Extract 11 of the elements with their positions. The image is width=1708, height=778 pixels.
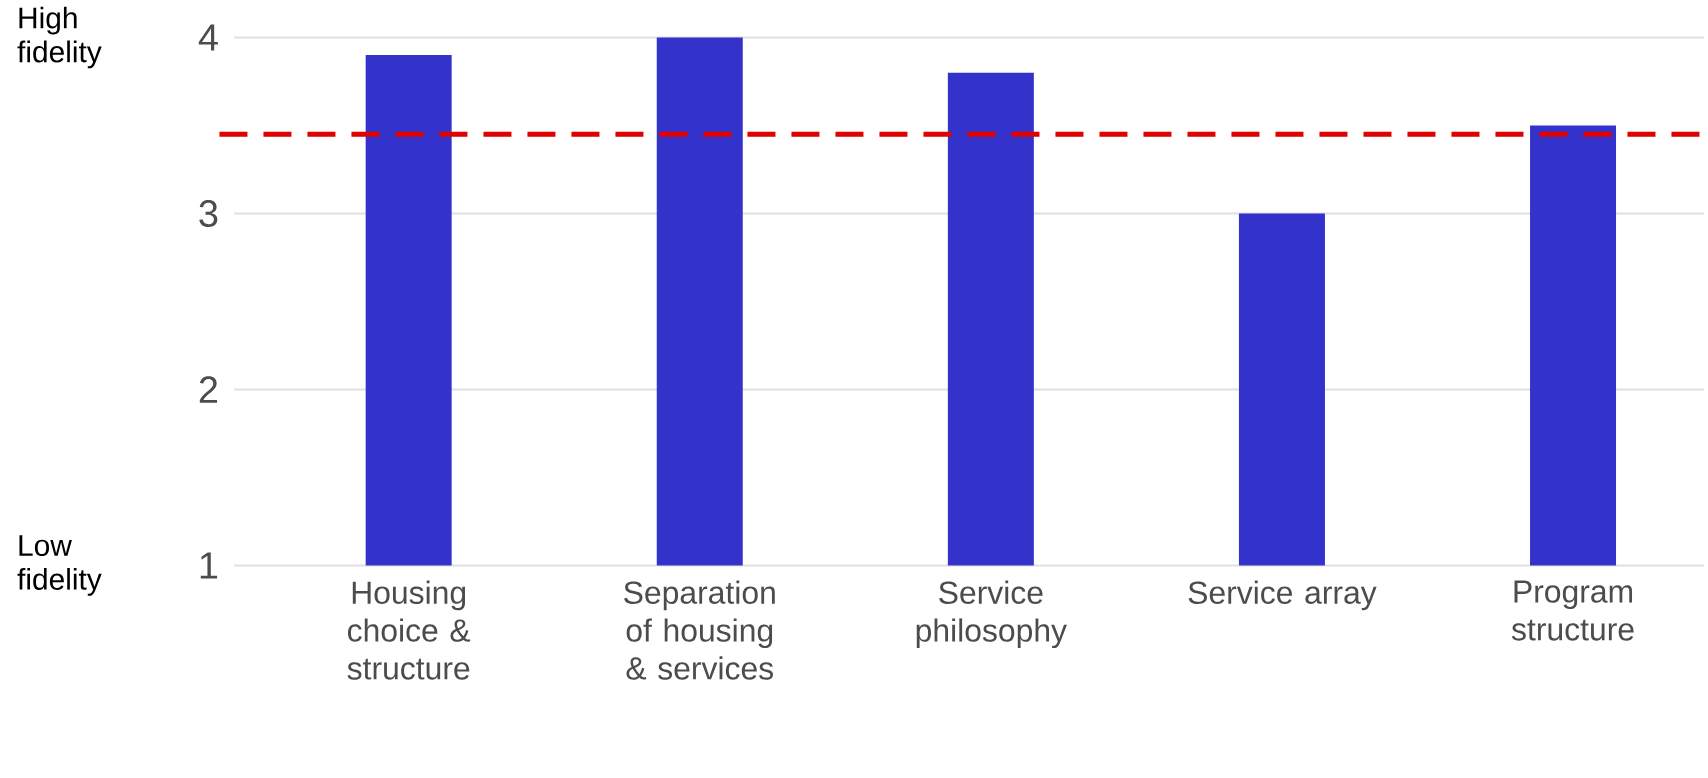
y-tick-label: 2 <box>199 376 218 403</box>
x-tick-label: Separation of housing & services <box>624 580 775 680</box>
y-tick-label: 4 <box>198 24 218 51</box>
text: Low fidelity <box>17 535 102 597</box>
x-tick-label: Service array <box>1188 580 1377 611</box>
y-tick-label: 3 <box>199 200 218 228</box>
x-tick-label: Service philosophy <box>916 580 1067 649</box>
x-tick-label: Housing choice & structure <box>347 580 471 680</box>
x-tick-label: Program structure <box>1511 580 1634 641</box>
text: High fidelity <box>17 6 102 69</box>
y-tick-label: 1 <box>200 552 218 579</box>
